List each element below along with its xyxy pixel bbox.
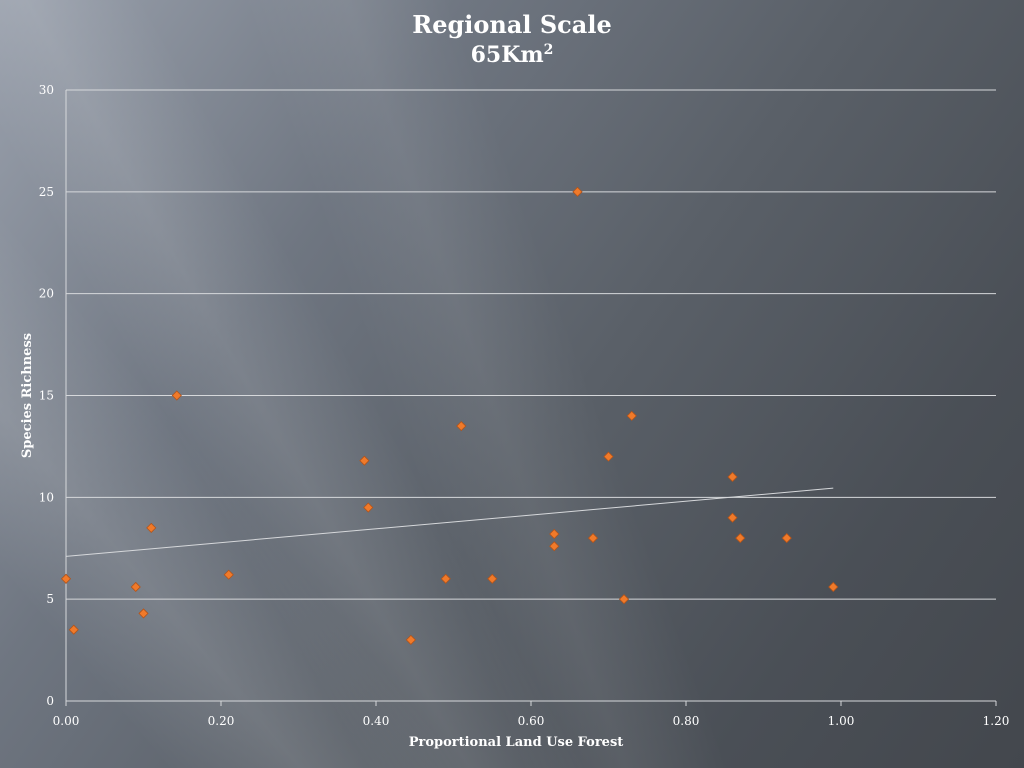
y-tick-label: 15 xyxy=(39,389,54,403)
data-point xyxy=(549,541,560,552)
chart-subtitle-superscript: 2 xyxy=(543,42,554,58)
data-point xyxy=(626,410,637,421)
axes xyxy=(65,90,997,706)
trendline-group xyxy=(65,487,834,557)
y-tick-label: 20 xyxy=(39,287,54,301)
data-point xyxy=(549,528,560,540)
data-point xyxy=(359,455,370,466)
chart-subtitle: 65Km2 xyxy=(0,42,1024,68)
y-tick-label: 25 xyxy=(39,185,54,199)
data-point xyxy=(146,522,157,533)
x-tick-label: 0.60 xyxy=(518,714,545,728)
data-point xyxy=(223,569,234,580)
data-point xyxy=(68,624,79,635)
data-point xyxy=(587,533,599,544)
data-point xyxy=(487,573,498,584)
y-tick-label: 30 xyxy=(39,83,54,97)
data-point xyxy=(781,533,792,544)
trendline xyxy=(65,487,834,557)
data-point xyxy=(130,581,141,593)
y-tick-label: 0 xyxy=(46,694,54,708)
x-tick-label: 1.00 xyxy=(828,714,855,728)
tick-labels: 0 5 10 15 20 25 30 0.00 0.20 0.40 0.60 0.80 1.00 1.20 xyxy=(39,83,1010,728)
data-point xyxy=(171,390,182,401)
data-point xyxy=(572,186,583,197)
data-point xyxy=(363,502,374,513)
data-point xyxy=(618,594,630,605)
x-tick-label: 1.20 xyxy=(983,714,1010,728)
x-tick-label: 0.80 xyxy=(673,714,700,728)
chart-title: Regional Scale xyxy=(412,10,612,39)
data-point xyxy=(727,471,738,483)
x-tick-label: 0.00 xyxy=(53,714,80,728)
data-point xyxy=(735,533,746,544)
x-tick-label: 0.20 xyxy=(208,714,235,728)
data-point xyxy=(456,420,467,432)
data-points xyxy=(60,186,839,645)
y-tick-label: 5 xyxy=(46,592,54,606)
gridlines xyxy=(66,89,996,600)
data-point xyxy=(440,573,451,584)
y-axis-title: Species Richness xyxy=(20,333,35,458)
data-point xyxy=(60,573,72,584)
data-point xyxy=(405,634,416,645)
x-tick-label: 0.40 xyxy=(363,714,390,728)
chart-subtitle-text: 65Km xyxy=(470,42,544,68)
data-point xyxy=(727,512,738,523)
data-point xyxy=(603,451,614,462)
x-axis-title: Proportional Land Use Forest xyxy=(409,735,624,750)
data-point xyxy=(828,581,839,593)
y-tick-label: 10 xyxy=(39,490,54,504)
data-point xyxy=(138,608,149,619)
